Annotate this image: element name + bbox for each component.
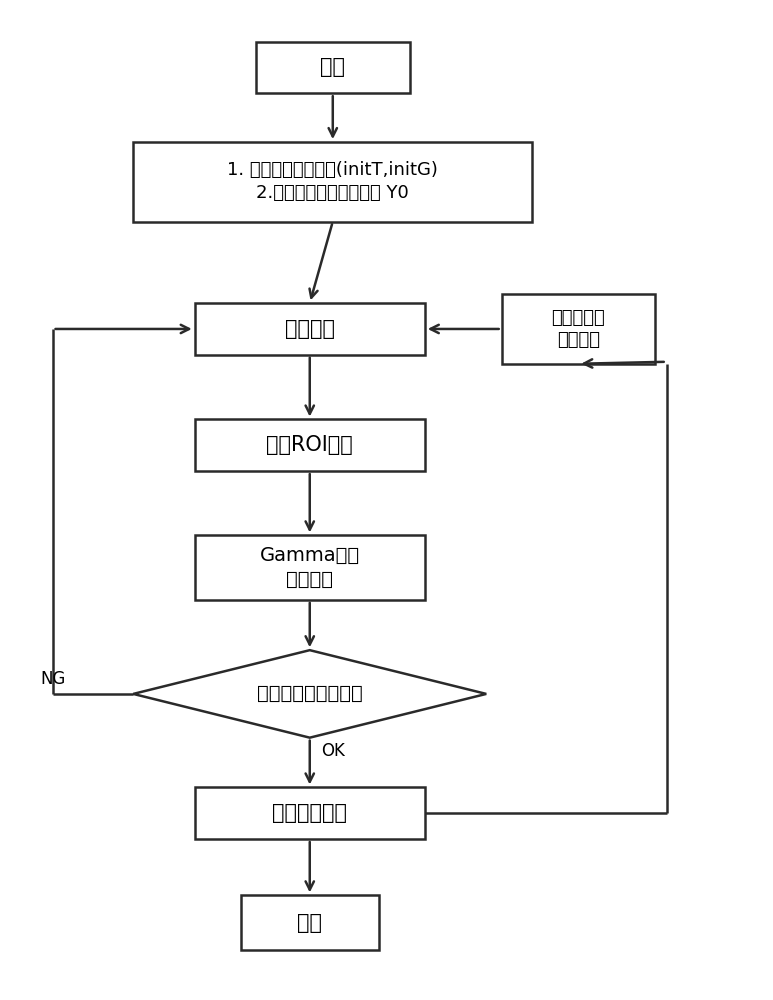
Text: OK: OK bbox=[322, 742, 345, 760]
FancyBboxPatch shape bbox=[195, 787, 425, 839]
FancyBboxPatch shape bbox=[133, 142, 533, 222]
FancyBboxPatch shape bbox=[502, 294, 655, 364]
FancyBboxPatch shape bbox=[240, 895, 379, 950]
Text: 提取ROI区域: 提取ROI区域 bbox=[267, 435, 353, 455]
Text: 自动曝光合理性判断: 自动曝光合理性判断 bbox=[257, 684, 363, 703]
Text: 图像采集: 图像采集 bbox=[284, 319, 335, 339]
FancyBboxPatch shape bbox=[195, 303, 425, 355]
FancyBboxPatch shape bbox=[195, 419, 425, 471]
Text: NG: NG bbox=[40, 670, 66, 688]
Text: 结束: 结束 bbox=[298, 913, 322, 933]
FancyBboxPatch shape bbox=[256, 42, 410, 93]
Text: 1. 设置相机初始参数(initT,initG)
2.相应屏幕画面目标亮度 Y0: 1. 设置相机初始参数(initT,initG) 2.相应屏幕画面目标亮度 Y0 bbox=[227, 161, 438, 202]
FancyBboxPatch shape bbox=[195, 535, 425, 600]
Text: 开始: 开始 bbox=[320, 57, 346, 77]
Text: Gamma预测
自动曝光: Gamma预测 自动曝光 bbox=[260, 546, 359, 589]
Text: 切换显示屏
画面图像: 切换显示屏 画面图像 bbox=[551, 309, 605, 349]
Text: 主机处理控制: 主机处理控制 bbox=[272, 803, 347, 823]
Polygon shape bbox=[133, 650, 486, 738]
